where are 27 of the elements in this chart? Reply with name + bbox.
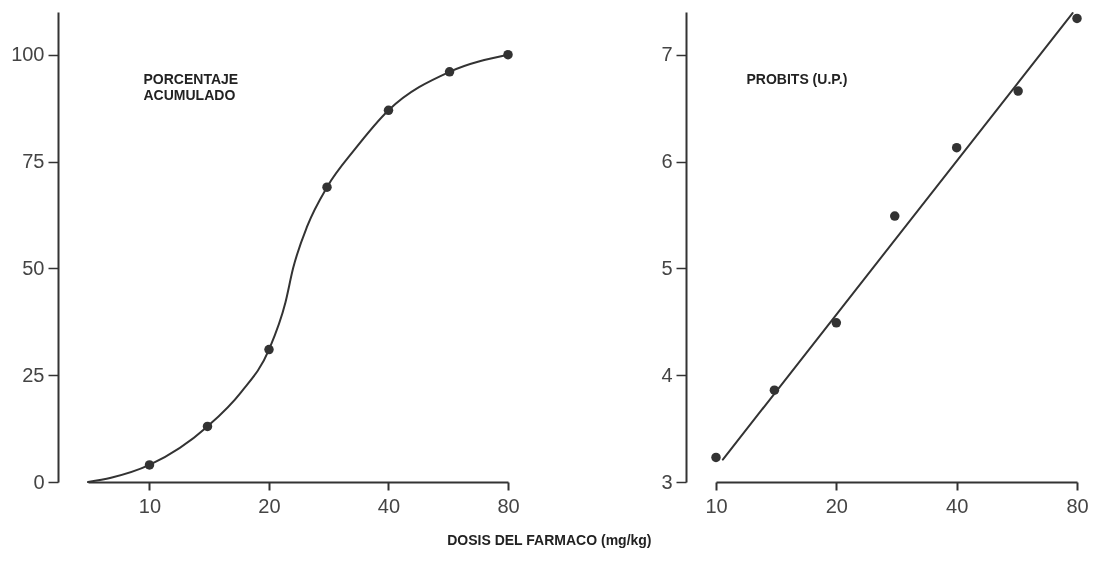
x-tick-label: 20 [825, 494, 848, 517]
point [831, 318, 842, 328]
x-tick-label: 40 [377, 494, 401, 517]
x-tick-label: 80 [1066, 494, 1089, 517]
y-tick-label: 6 [661, 150, 673, 173]
y-tick-label: 5 [661, 256, 673, 279]
y-tick-label: 25 [22, 363, 45, 386]
y-axis-title: PORCENTAJE ACUMULADO [143, 70, 239, 103]
x-tick-label: 10 [138, 494, 162, 517]
point [711, 452, 721, 463]
x-tick-label: 20 [258, 494, 281, 517]
y-tick-label: 100 [11, 43, 45, 66]
y-axis-title: PROBITS (U.P.) [746, 70, 848, 87]
y-tick-label: 7 [661, 43, 673, 66]
y-tick-label: 75 [22, 150, 45, 173]
point [1013, 86, 1023, 96]
y-tick-label: 4 [661, 363, 673, 386]
y-tick-label: 3 [661, 470, 673, 493]
y-tick-label: 50 [22, 256, 45, 279]
point [1072, 13, 1082, 24]
point [951, 142, 962, 153]
y-tick-label: 0 [33, 470, 45, 493]
x-axis-title: DOSIS DEL FARMACO (mg/kg) [447, 532, 652, 548]
x-tick-label: 40 [946, 494, 969, 517]
x-tick-label: 10 [705, 494, 728, 517]
x-tick-label: 80 [497, 494, 520, 517]
point [890, 211, 900, 221]
